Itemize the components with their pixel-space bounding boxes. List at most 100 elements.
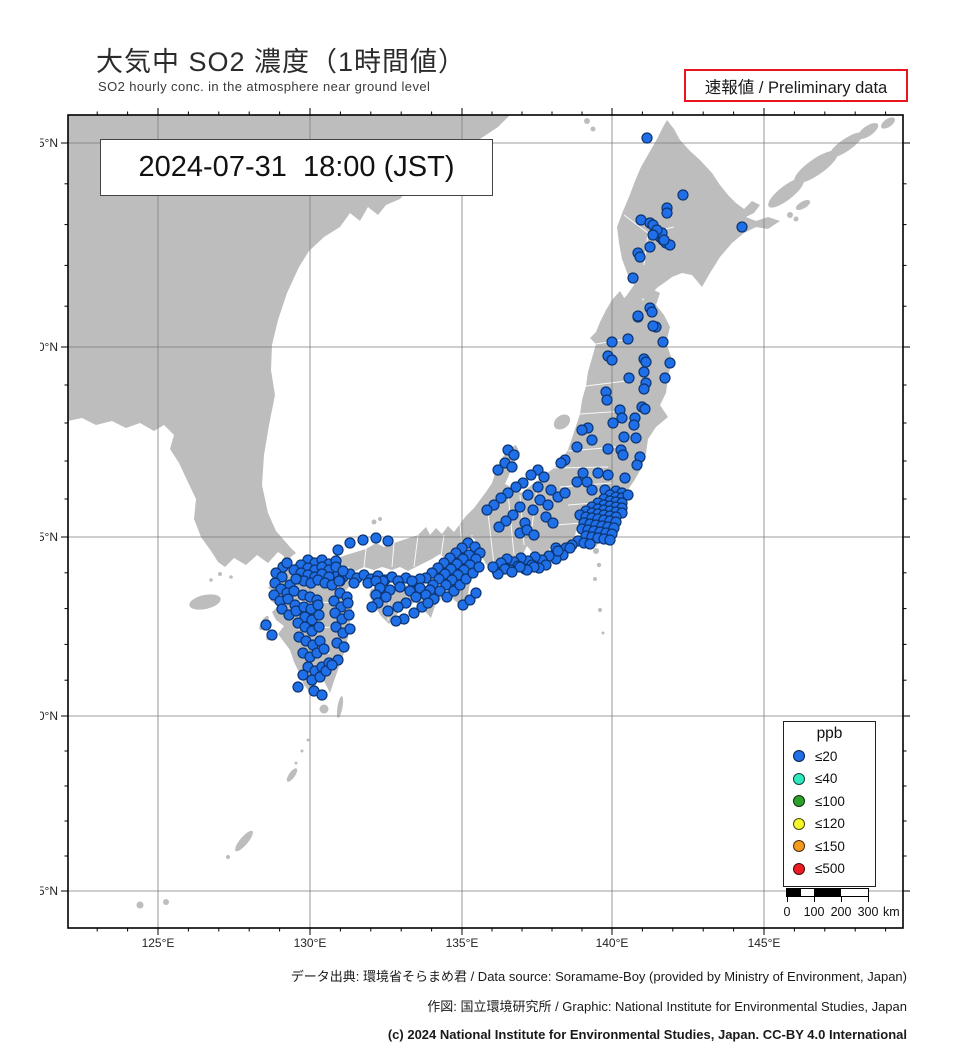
station-dot bbox=[473, 561, 485, 573]
station-dot bbox=[640, 356, 652, 368]
station-dot bbox=[659, 372, 671, 384]
station-dot bbox=[658, 234, 670, 246]
station-dot bbox=[623, 372, 635, 384]
station-dots-layer bbox=[260, 132, 748, 701]
station-dot bbox=[410, 591, 422, 603]
station-dot bbox=[266, 629, 278, 641]
station-dot bbox=[586, 484, 598, 496]
amami-island bbox=[286, 768, 298, 782]
station-dot bbox=[460, 573, 472, 585]
legend: ppb ≤20 ≤40 ≤100 ≤120 ≤150 ≤500 bbox=[783, 721, 876, 887]
station-dot bbox=[619, 472, 631, 484]
station-dot bbox=[638, 366, 650, 378]
jeju-island bbox=[189, 594, 221, 610]
legend-item-label: ≤120 bbox=[815, 816, 845, 832]
station-dot bbox=[288, 585, 300, 597]
station-dot bbox=[577, 467, 589, 479]
continent-korea bbox=[68, 115, 510, 567]
station-dot bbox=[492, 464, 504, 476]
axis-labels: 45°N 40°N 35°N 30°N 25°N 125°E 130°E 135°E 140°E… bbox=[40, 136, 780, 950]
station-dot bbox=[481, 504, 493, 516]
station-dot bbox=[622, 333, 634, 345]
footer-data-source: データ出典: 環境省そらまめ君 / Data source: Soramame-… bbox=[290, 969, 907, 984]
station-dot bbox=[630, 432, 642, 444]
station-dot bbox=[586, 434, 598, 446]
station-dot bbox=[559, 487, 571, 499]
legend-item: ≤120 bbox=[784, 813, 875, 836]
station-dot bbox=[495, 492, 507, 504]
scale-bar-segment bbox=[841, 889, 868, 896]
scale-bar-tick bbox=[786, 897, 788, 902]
legend-item-label: ≤20 bbox=[815, 748, 838, 764]
station-dot bbox=[406, 575, 418, 587]
station-dot bbox=[276, 571, 288, 583]
station-dot bbox=[564, 542, 576, 554]
scale-bar-tick-label: 100 bbox=[803, 905, 825, 919]
station-dot bbox=[540, 511, 552, 523]
station-dot bbox=[357, 534, 369, 546]
station-dot bbox=[344, 537, 356, 549]
station-dot bbox=[408, 607, 420, 619]
scale-bar-tick bbox=[840, 897, 842, 902]
lat-label: 35°N bbox=[40, 530, 58, 544]
station-dot bbox=[342, 597, 354, 609]
station-dot bbox=[736, 221, 748, 233]
scale-bar-tick bbox=[867, 897, 869, 902]
station-dot bbox=[282, 593, 294, 605]
rishiri-island bbox=[584, 118, 590, 124]
station-dot bbox=[602, 469, 614, 481]
lat-label: 45°N bbox=[40, 136, 58, 150]
scale-bar-unit: km bbox=[883, 905, 900, 919]
station-dot bbox=[441, 591, 453, 603]
station-dot bbox=[312, 599, 324, 611]
lon-label: 135°E bbox=[446, 936, 479, 950]
station-dot bbox=[542, 499, 554, 511]
station-dot bbox=[370, 532, 382, 544]
station-dot bbox=[382, 605, 394, 617]
station-dot bbox=[313, 621, 325, 633]
legend-item: ≤40 bbox=[784, 768, 875, 791]
scale-bar-tick bbox=[813, 897, 815, 902]
station-dot bbox=[332, 544, 344, 556]
station-dot bbox=[292, 681, 304, 693]
legend-color-dot bbox=[793, 795, 805, 808]
station-dot bbox=[647, 320, 659, 332]
station-dot bbox=[606, 336, 618, 348]
station-dot bbox=[547, 517, 559, 529]
yakushima-island bbox=[319, 704, 329, 714]
station-dot bbox=[646, 306, 658, 318]
station-dot bbox=[638, 383, 650, 395]
station-dot bbox=[602, 443, 614, 455]
station-dot bbox=[281, 557, 293, 569]
station-dot bbox=[382, 535, 394, 547]
legend-item: ≤100 bbox=[784, 790, 875, 813]
station-dot bbox=[632, 310, 644, 322]
station-dot bbox=[487, 561, 499, 573]
legend-item: ≤150 bbox=[784, 835, 875, 858]
station-dot bbox=[592, 467, 604, 479]
station-dot bbox=[634, 251, 646, 263]
station-dot bbox=[555, 457, 567, 469]
footer-graphic-credit: 作図: 国立環境研究所 / Graphic: National Institut… bbox=[427, 999, 907, 1014]
station-dot bbox=[290, 573, 302, 585]
legend-item-label: ≤500 bbox=[815, 861, 845, 877]
legend-color-dot bbox=[793, 862, 805, 875]
legend-item-label: ≤100 bbox=[815, 793, 845, 809]
lon-label: 130°E bbox=[294, 936, 327, 950]
scale-bar-segment bbox=[787, 889, 801, 896]
ishigaki-island bbox=[136, 901, 144, 909]
station-dot bbox=[514, 561, 526, 573]
page-title: 大気中 SO2 濃度（1時間値） bbox=[96, 47, 467, 77]
lat-label: 40°N bbox=[40, 340, 58, 354]
station-dot bbox=[380, 591, 392, 603]
japan-so2-map: 45°N 40°N 35°N 30°N 25°N 125°E 130°E 135°E 140°E… bbox=[40, 108, 910, 950]
station-dot bbox=[507, 509, 519, 521]
legend-item: ≤20 bbox=[784, 745, 875, 768]
station-dot bbox=[617, 449, 629, 461]
station-dot bbox=[532, 481, 544, 493]
station-dot bbox=[664, 357, 676, 369]
station-dot bbox=[607, 417, 619, 429]
station-dot bbox=[338, 641, 350, 653]
station-dot bbox=[330, 621, 342, 633]
station-dot bbox=[337, 565, 349, 577]
